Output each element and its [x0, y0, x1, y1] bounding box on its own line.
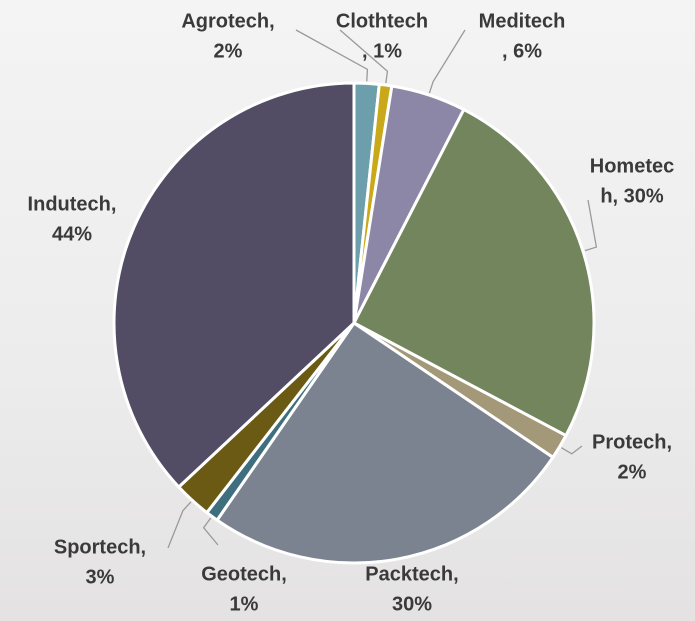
- data-label: 2%: [214, 40, 243, 62]
- data-label: 30%: [392, 593, 432, 615]
- data-label: Clothtech: [336, 10, 428, 32]
- data-label: Hometec: [590, 155, 674, 177]
- data-label: Protech,: [592, 431, 672, 453]
- data-label: Agrotech,: [181, 10, 274, 32]
- pie-slice: [112, 81, 356, 490]
- data-label: Packtech,: [365, 563, 458, 585]
- leader-line: [584, 199, 598, 252]
- data-label: , 6%: [502, 40, 542, 62]
- data-label: 44%: [52, 223, 92, 245]
- data-label: Geotech,: [201, 563, 287, 585]
- data-label: Indutech,: [28, 193, 117, 215]
- leader-line: [167, 501, 192, 549]
- pie-slice: [214, 320, 555, 565]
- data-label: Meditech: [479, 10, 566, 32]
- data-label: 2%: [618, 461, 647, 483]
- leader-line: [428, 29, 466, 94]
- data-label: h, 30%: [600, 185, 664, 207]
- leader-line: [295, 29, 369, 82]
- data-label: 3%: [86, 566, 115, 588]
- leader-line: [339, 29, 389, 84]
- data-label: 1%: [230, 593, 259, 615]
- data-label: Sportech,: [54, 536, 146, 558]
- leader-line: [202, 517, 219, 546]
- leader-line: [561, 445, 583, 455]
- data-label: , 1%: [362, 40, 402, 62]
